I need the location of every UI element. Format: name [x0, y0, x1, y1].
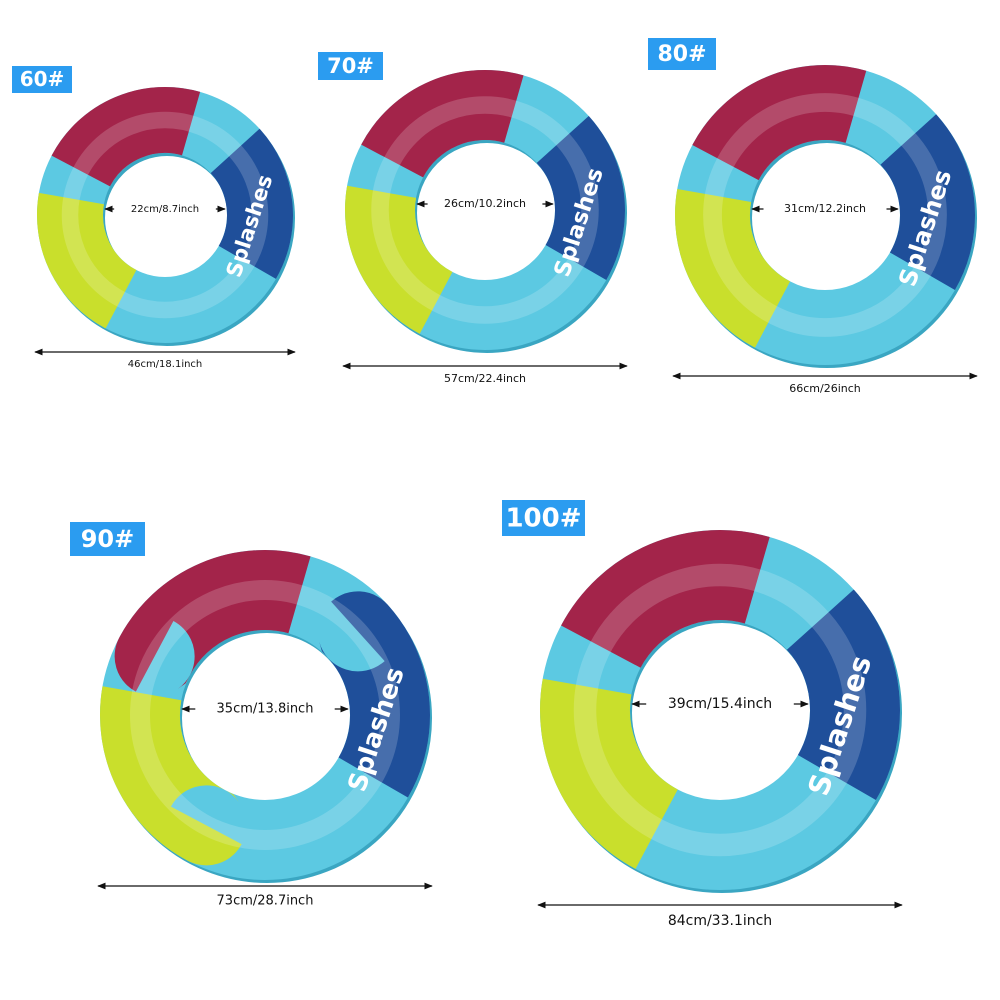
- inner-size: 22cm/8.7inch: [131, 204, 199, 215]
- ring-highlight: [703, 93, 947, 337]
- ring-highlight: [130, 580, 400, 850]
- size-badge: [12, 66, 72, 93]
- size-badge: [70, 522, 145, 556]
- size-badge: [318, 52, 383, 80]
- ring-patch: [345, 70, 625, 350]
- inner-size: 39cm/15.4inch: [668, 696, 772, 712]
- size-label: 80#: [657, 42, 706, 67]
- ring-patch: [36, 86, 293, 343]
- inner-size: 31cm/12.2inch: [784, 202, 866, 215]
- ring-patch: [345, 70, 625, 350]
- size-label: 60#: [20, 67, 65, 91]
- inner-label-bg: [195, 699, 335, 716]
- inner-label-bg: [763, 201, 887, 215]
- outer-size: 73cm/28.7inch: [217, 894, 314, 909]
- ring-patch: [675, 64, 976, 365]
- inner-label-bg: [427, 196, 543, 210]
- inner-size: 26cm/10.2inch: [444, 197, 526, 210]
- ring-highlight: [61, 111, 269, 319]
- size-badge: [502, 500, 585, 536]
- ring-patch: [540, 530, 900, 890]
- outer-size: 84cm/33.1inch: [668, 913, 772, 929]
- outer-size: 46cm/18.1inch: [128, 359, 203, 370]
- ring-patch: [37, 87, 293, 343]
- size-label: 100#: [505, 504, 581, 534]
- outer-size: 66cm/26inch: [789, 382, 861, 395]
- ring-patch: [36, 86, 293, 343]
- ring-patch: [540, 530, 900, 890]
- inner-label-bg: [114, 202, 216, 214]
- ring-highlight: [573, 563, 867, 857]
- size-label: 70#: [327, 54, 374, 78]
- ring-patch: [99, 550, 430, 881]
- size-label: 90#: [81, 525, 135, 553]
- ring-patch: [540, 530, 900, 890]
- ring-patch: [99, 550, 430, 880]
- ring-patch: [345, 69, 625, 350]
- inner-size: 35cm/13.8inch: [217, 702, 314, 717]
- outer-size: 57cm/22.4inch: [444, 372, 526, 385]
- ring-patch: [675, 64, 975, 365]
- size-badge: [648, 38, 716, 70]
- inner-label-bg: [646, 694, 794, 711]
- ring-highlight: [371, 96, 599, 324]
- ring-patch: [675, 65, 975, 365]
